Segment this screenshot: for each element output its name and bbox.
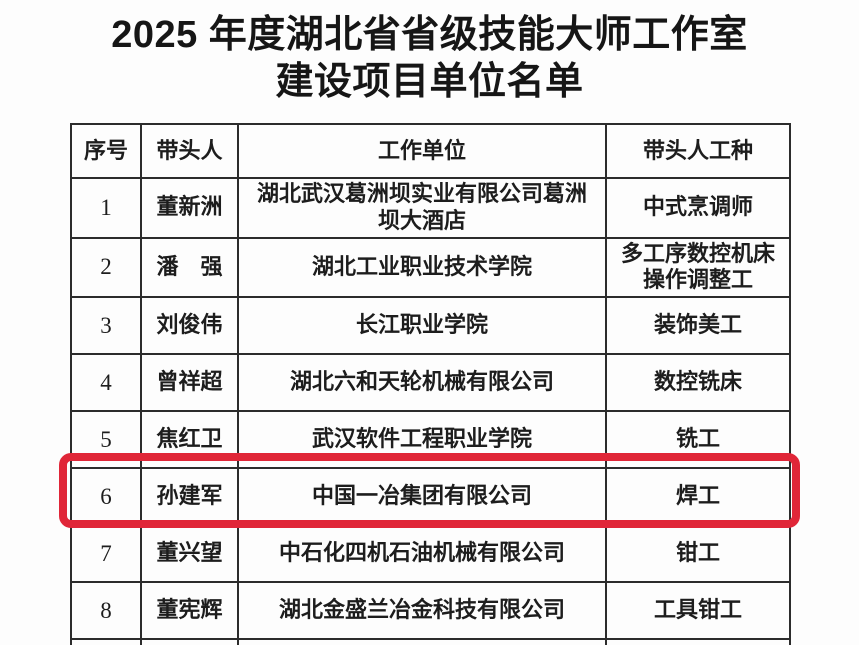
trade-cell: 数控铣床	[605, 353, 791, 413]
seq-cell: 3	[70, 296, 142, 356]
trade-cell: 中式烹调师	[605, 177, 791, 239]
table-row: 1 董新洲 湖北武汉葛洲坝实业有限公司葛洲 坝大酒店 中式烹调师	[70, 177, 791, 239]
trade-cell: 钳工	[605, 524, 791, 584]
leader-cell: 董宪辉	[140, 581, 239, 641]
roster-table: 序号 带头人 工作单位 带头人工种 1 董新洲 湖北武汉葛洲坝实业有限公司葛洲 …	[70, 123, 791, 645]
unit-cell: 中国一冶集团有限公司	[237, 467, 607, 527]
seq-cell: 7	[70, 524, 142, 584]
unit-cell: 长江职业学院	[237, 296, 607, 356]
unit-cell: 武汉软件工程职业学院	[237, 410, 607, 470]
unit-cell: 湖北武汉葛洲坝实业有限公司葛洲 坝大酒店	[237, 177, 607, 239]
table-row: 7 董兴望 中石化四机石油机械有限公司 钳工	[70, 524, 791, 584]
trade-cell: 工具钳工	[605, 581, 791, 641]
col-header-seq: 序号	[70, 123, 142, 179]
trade-cell	[605, 638, 791, 645]
leader-cell: 潘 强	[140, 236, 239, 299]
leader-cell: 董兴望	[140, 524, 239, 584]
seq-cell	[70, 638, 142, 645]
table-header-row: 序号 带头人 工作单位 带头人工种	[70, 123, 791, 179]
table-row-partial	[70, 638, 791, 645]
trade-cell: 多工序数控机床 操作调整工	[605, 236, 791, 299]
unit-cell: 湖北金盛兰冶金科技有限公司	[237, 581, 607, 641]
seq-cell: 6	[70, 467, 142, 527]
col-header-trade: 带头人工种	[605, 123, 791, 179]
trade-cell: 装饰美工	[605, 296, 791, 356]
table-row: 5 焦红卫 武汉软件工程职业学院 铣工	[70, 410, 791, 470]
trade-cell: 铣工	[605, 410, 791, 470]
leader-cell	[140, 638, 239, 645]
table-row-highlighted: 6 孙建军 中国一冶集团有限公司 焊工	[70, 467, 791, 527]
seq-cell: 5	[70, 410, 142, 470]
table-row: 2 潘 强 湖北工业职业技术学院 多工序数控机床 操作调整工	[70, 236, 791, 299]
col-header-leader: 带头人	[140, 123, 239, 179]
seq-cell: 2	[70, 236, 142, 299]
leader-cell: 刘俊伟	[140, 296, 239, 356]
seq-cell: 8	[70, 581, 142, 641]
unit-cell: 湖北六和天轮机械有限公司	[237, 353, 607, 413]
unit-cell: 湖北工业职业技术学院	[237, 236, 607, 299]
unit-cell: 中石化四机石油机械有限公司	[237, 524, 607, 584]
leader-cell: 曾祥超	[140, 353, 239, 413]
leader-cell: 孙建军	[140, 467, 239, 527]
seq-cell: 1	[70, 177, 142, 239]
trade-cell: 焊工	[605, 467, 791, 527]
table-row: 8 董宪辉 湖北金盛兰冶金科技有限公司 工具钳工	[70, 581, 791, 641]
table-row: 4 曾祥超 湖北六和天轮机械有限公司 数控铣床	[70, 353, 791, 413]
seq-cell: 4	[70, 353, 142, 413]
unit-cell	[237, 638, 607, 645]
col-header-unit: 工作单位	[237, 123, 607, 179]
title-line-2: 建设项目单位名单	[275, 61, 584, 103]
document-title: 2025 年度湖北省省级技能大师工作室 建设项目单位名单	[0, 12, 859, 106]
table-row: 3 刘俊伟 长江职业学院 装饰美工	[70, 296, 791, 356]
leader-cell: 焦红卫	[140, 410, 239, 470]
leader-cell: 董新洲	[140, 177, 239, 239]
title-line-1: 2025 年度湖北省省级技能大师工作室	[111, 14, 748, 56]
